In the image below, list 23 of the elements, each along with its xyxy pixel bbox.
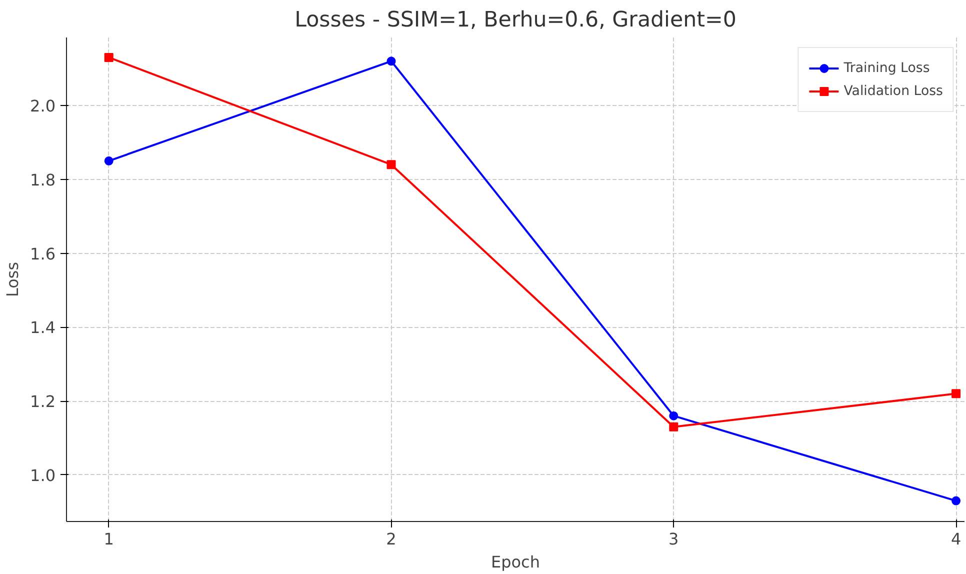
y-tick-label: 1.0 <box>30 466 56 485</box>
x-axis-title: Epoch <box>491 552 540 572</box>
legend-label: Validation Loss <box>844 84 943 98</box>
point <box>386 160 396 170</box>
y-tick-label: 1.4 <box>30 318 56 338</box>
point <box>104 156 114 166</box>
y-axis-title: Loss <box>3 262 22 298</box>
chart-title: Losses - SSIM=1, Berhu=0.6, Gradient=0 <box>294 8 736 32</box>
y-tick-label: 1.8 <box>30 170 56 190</box>
point <box>952 496 961 506</box>
x-tick-label: 3 <box>668 530 679 548</box>
point <box>104 52 114 62</box>
point <box>386 56 396 66</box>
x-tick-label: 2 <box>386 530 396 548</box>
point <box>952 389 961 398</box>
x-tick-label: 1 <box>104 530 114 548</box>
y-tick-label: 2.0 <box>30 96 56 116</box>
legend-label: Training Loss <box>844 60 930 76</box>
y-tick-label: 1.2 <box>30 392 56 412</box>
x-tick-label: 4 <box>950 530 962 548</box>
y-tick-label: 1.6 <box>30 244 56 264</box>
point <box>669 411 678 420</box>
point <box>669 422 678 432</box>
